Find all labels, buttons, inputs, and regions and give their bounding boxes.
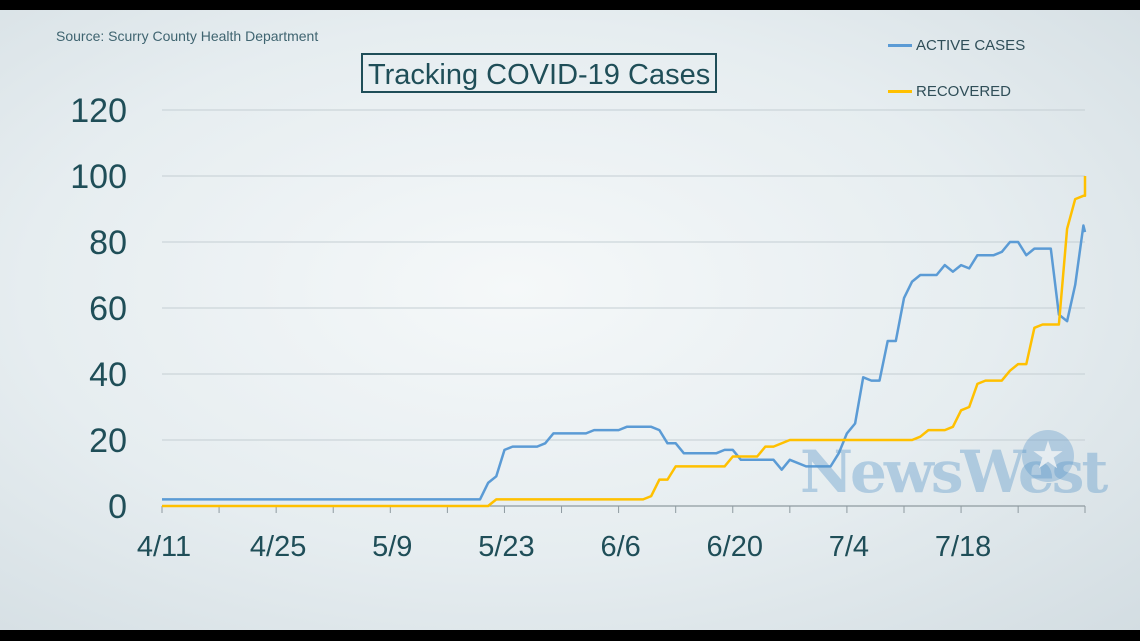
y-tick-label: 60	[89, 290, 127, 328]
legend-label-recovered: RECOVERED	[916, 82, 1012, 100]
y-tick-label: 40	[89, 356, 127, 394]
line-chart: 0 20 40 60 80 100 120 4/11 4/25 5/9 5/23 6/6 6/20 7/4…	[70, 92, 1087, 563]
chart-frame: 0 20 40 60 80 100 120 4/11 4/25 5/9 5/23 6/6 6/20 7/4…	[0, 10, 1140, 630]
legend-label-active: ACTIVE CASES	[916, 36, 1026, 54]
tick-labels: 0 20 40 60 80 100 120 4/11 4/25 5/9 5/23 6/6 6/20 7/4…	[70, 92, 991, 563]
y-tick-label: 80	[89, 224, 127, 262]
y-tick-label: 0	[108, 488, 127, 526]
grid-lines	[162, 109, 1085, 441]
source-note: Source: Scurry County Health Department	[56, 28, 319, 44]
x-tick-label: 6/20	[707, 531, 763, 563]
y-tick-label: 100	[70, 158, 127, 196]
star-icon: ★	[1022, 430, 1074, 482]
legend-item-recovered: RECOVERED	[888, 80, 1025, 102]
x-tick-label: 6/6	[600, 531, 640, 563]
legend-item-active: ACTIVE CASES	[888, 34, 1025, 56]
x-tick-label: 7/4	[829, 531, 869, 563]
x-tick-label: 4/25	[250, 531, 306, 563]
chart-title: Tracking COVID-19 Cases	[361, 53, 718, 93]
legend: ACTIVE CASES RECOVERED	[888, 34, 1025, 126]
x-tick-label: 4/11	[137, 531, 191, 563]
legend-swatch-active	[888, 43, 912, 47]
x-tick-label: 5/9	[372, 531, 412, 563]
recovered-line	[162, 176, 1087, 508]
x-tick-label: 7/18	[935, 531, 991, 563]
y-tick-label: 120	[70, 92, 127, 130]
x-tick-label: 5/23	[478, 531, 534, 563]
newswest-watermark: NewsWest	[800, 438, 1108, 506]
legend-swatch-recovered	[888, 89, 912, 93]
active-cases-line	[162, 224, 1087, 501]
series-lines	[162, 176, 1087, 508]
y-tick-label: 20	[89, 422, 127, 460]
